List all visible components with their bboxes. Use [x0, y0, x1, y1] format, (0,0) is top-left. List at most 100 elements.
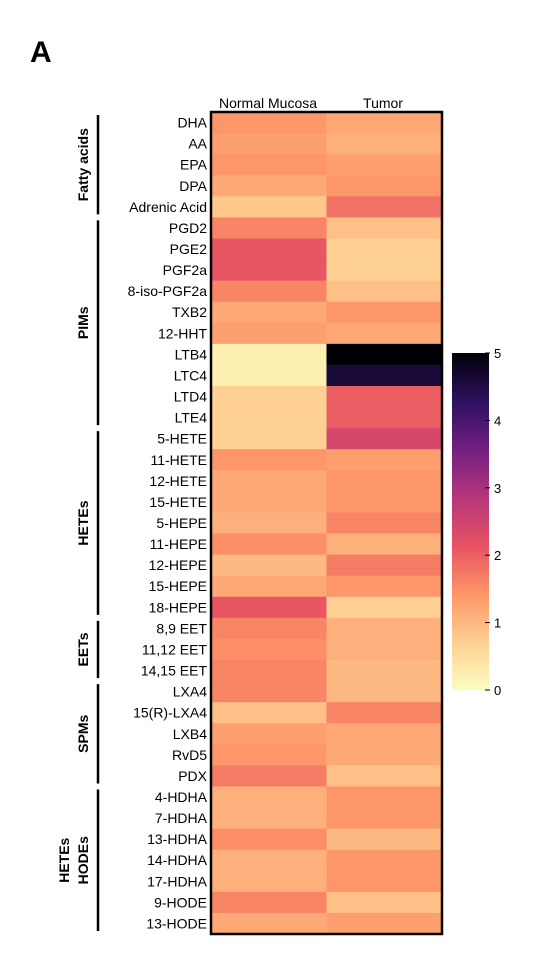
row-label-pgd2: PGD2: [169, 220, 207, 236]
column-labels: Normal Mucosa Tumor: [219, 95, 403, 111]
cell-pge2-normal-mucosa: [211, 238, 327, 261]
cell-8-9-eet-normal-mucosa: [211, 617, 327, 640]
cell-14-15-eet-normal-mucosa: [211, 660, 327, 682]
cell-14-hdha-tumor: [326, 849, 443, 872]
cell-15-r-lxa4-normal-mucosa: [211, 702, 327, 724]
cell-12-hepe-normal-mucosa: [211, 554, 327, 577]
cell-13-hode-normal-mucosa: [211, 912, 327, 935]
cell-ltd4-tumor: [326, 386, 443, 408]
cell-8-iso-pgf2a-tumor: [326, 280, 443, 303]
row-label-14-15-eet: 14,15 EET: [141, 663, 208, 679]
group-label-hetes: HETEs: [56, 837, 72, 882]
row-label-14-hdha: 14-HDHA: [147, 852, 208, 868]
colorbar-ticks: 0 1 2 3 4 5: [485, 346, 501, 698]
cell-18-hepe-normal-mucosa: [211, 596, 327, 619]
cell-14-15-eet-tumor: [326, 660, 443, 682]
cell-13-hode-tumor: [326, 912, 443, 935]
colorbar-tick-label: 1: [494, 616, 501, 631]
cell-5-hete-normal-mucosa: [211, 428, 327, 450]
cell-adrenic-acid-normal-mucosa: [211, 196, 327, 218]
cell-txb2-tumor: [326, 301, 443, 324]
row-label-lxa4: LXA4: [173, 684, 207, 700]
row-label-11-hete: 11-HETE: [150, 452, 207, 468]
cell-lxa4-normal-mucosa: [211, 681, 327, 703]
cell-14-hdha-normal-mucosa: [211, 849, 327, 872]
colorbar: 0 1 2 3 4 5: [452, 346, 501, 698]
group-label-fatty-acids: Fatty acids: [75, 128, 91, 201]
row-label-15-hepe: 15-HEPE: [149, 578, 207, 594]
cell-ltd4-normal-mucosa: [211, 386, 327, 408]
colorbar-tick-label: 5: [494, 346, 501, 361]
cell-pge2-tumor: [326, 238, 443, 261]
cell-lxb4-normal-mucosa: [211, 723, 327, 745]
colorbar-tick-label: 0: [494, 683, 501, 698]
row-label-dpa: DPA: [179, 178, 207, 194]
cell-13-hdha-tumor: [326, 828, 443, 851]
cell-8-iso-pgf2a-normal-mucosa: [211, 280, 327, 303]
row-label-dha: DHA: [177, 115, 207, 131]
row-label-aa: AA: [188, 136, 207, 152]
cell-4-hdha-tumor: [326, 786, 443, 809]
heatmap-border: [209, 110, 444, 936]
cell-11-hepe-tumor: [326, 533, 443, 556]
cell-9-hode-normal-mucosa: [211, 891, 327, 914]
cell-11-hete-normal-mucosa: [211, 449, 327, 471]
row-label-epa: EPA: [180, 157, 208, 173]
panel-label: A: [30, 36, 52, 69]
row-label-5-hepe: 5-HEPE: [156, 515, 207, 531]
cell-pgf2a-tumor: [326, 259, 443, 282]
cell-11-12-eet-normal-mucosa: [211, 638, 327, 661]
cell-11-hepe-normal-mucosa: [211, 533, 327, 556]
cell-15-hepe-tumor: [326, 575, 443, 598]
cell-17-hdha-normal-mucosa: [211, 870, 327, 893]
cell-dpa-normal-mucosa: [211, 175, 327, 197]
row-label-txb2: TXB2: [172, 304, 207, 320]
colorbar-tick-label: 4: [494, 413, 501, 428]
colorbar-tick-label: 3: [494, 481, 501, 496]
row-label-rvd5: RvD5: [172, 747, 207, 763]
cell-12-hht-tumor: [326, 322, 443, 345]
cell-15-hepe-normal-mucosa: [211, 575, 327, 598]
row-labels: DHA AA EPA DPA Adrenic Acid PGD2 PGE2 PGF2a 8-is…: [128, 115, 208, 932]
column-label-normal-mucosa: Normal Mucosa: [219, 95, 317, 111]
group-label-spms: SPMs: [75, 714, 91, 752]
row-label-ltd4: LTD4: [174, 389, 207, 405]
row-label-pdx: PDX: [178, 768, 207, 784]
row-label-12-hht: 12-HHT: [158, 325, 207, 341]
cell-txb2-normal-mucosa: [211, 301, 327, 324]
cell-lte4-normal-mucosa: [211, 407, 327, 429]
group-label-hodes: HODEs: [75, 836, 91, 884]
row-label-13-hode: 13-HODE: [146, 915, 207, 931]
group-label-hetes: HETEs: [75, 500, 91, 545]
row-label-11-hepe: 11-HEPE: [150, 536, 207, 552]
cell-rvd5-normal-mucosa: [211, 744, 327, 766]
cell-15-r-lxa4-tumor: [326, 702, 443, 724]
cell-pdx-tumor: [326, 765, 443, 787]
cell-lxa4-tumor: [326, 681, 443, 703]
cell-5-hepe-normal-mucosa: [211, 512, 327, 535]
heatmap-cells: [211, 112, 443, 935]
cell-dpa-tumor: [326, 175, 443, 197]
row-label-7-hdha: 7-HDHA: [155, 810, 208, 826]
row-label-ltc4: LTC4: [174, 367, 207, 383]
row-label-lte4: LTE4: [175, 410, 208, 426]
cell-11-12-eet-tumor: [326, 638, 443, 661]
row-label-lxb4: LXB4: [173, 726, 207, 742]
row-label-13-hdha: 13-HDHA: [147, 831, 208, 847]
cell-15-hete-tumor: [326, 491, 443, 513]
cell-12-hete-tumor: [326, 470, 443, 492]
cell-12-hepe-tumor: [326, 554, 443, 577]
row-label-9-hode: 9-HODE: [154, 894, 207, 910]
cell-adrenic-acid-tumor: [326, 196, 443, 218]
cell-dha-normal-mucosa: [211, 112, 327, 134]
cell-dha-tumor: [326, 112, 443, 134]
row-label-8-iso-pgf2a: 8-iso-PGF2a: [128, 283, 208, 299]
row-label-11-12-eet: 11,12 EET: [142, 641, 208, 657]
cell-pgd2-normal-mucosa: [211, 217, 327, 239]
cell-4-hdha-normal-mucosa: [211, 786, 327, 809]
row-label-12-hepe: 12-HEPE: [149, 557, 207, 573]
cell-epa-normal-mucosa: [211, 154, 327, 176]
cell-aa-tumor: [326, 133, 443, 155]
